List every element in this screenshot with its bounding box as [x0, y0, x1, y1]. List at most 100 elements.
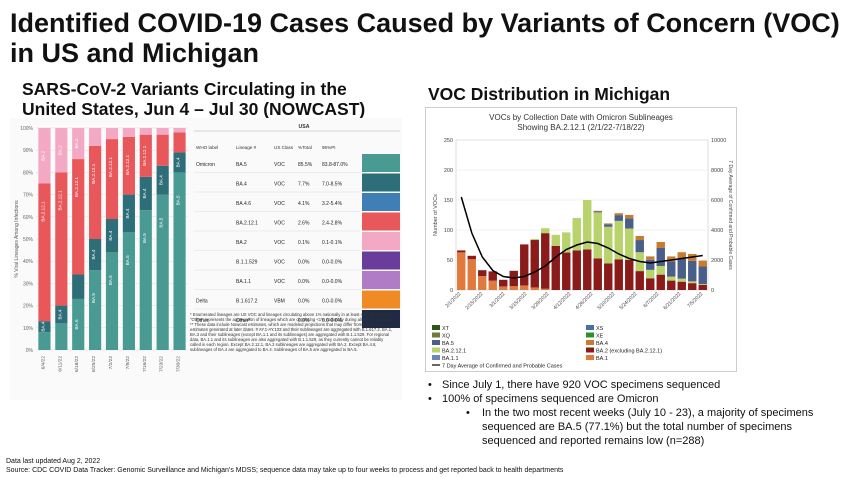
- y-tick-label: 150: [444, 198, 453, 204]
- x-tick-label: 7/16/22: [142, 356, 148, 372]
- table-cell-lineage: B.1.1.529: [236, 259, 258, 265]
- table-header: Lineage #: [236, 145, 257, 150]
- bar-segment-BA-5: [105, 252, 119, 350]
- bar-segment-BA-4: [89, 239, 102, 271]
- legend-swatch: [432, 332, 440, 338]
- bar-label: BA.5: [142, 233, 147, 243]
- y-tick-label: 90%: [23, 148, 34, 154]
- x-tick-label: 7/2/22: [108, 356, 114, 370]
- voc-bar-segment: [656, 274, 665, 290]
- bar-segment-BA-5: [55, 323, 68, 350]
- sub-bullet: In the two most recent weeks (July 10 - …: [420, 406, 840, 448]
- michigan-voc-chart: VOCs by Collection Date with Omicron Sub…: [432, 113, 733, 369]
- bar-label: BA.2.12.1: [142, 145, 147, 166]
- y-tick-label: 80%: [23, 170, 34, 176]
- voc-bar-segment: [688, 281, 697, 284]
- table-cell-pi: 83.8-87.0%: [322, 162, 348, 168]
- voc-bar-segment: [698, 260, 707, 267]
- table-cell-pi: 0.0-0.0%: [322, 279, 343, 285]
- table-cell-total: 2.6%: [298, 220, 310, 226]
- bar-label: BA.4: [176, 157, 181, 167]
- x-tick-label: 4/26/2022: [574, 291, 594, 311]
- bar-segment-BA-4: [139, 176, 152, 211]
- voc-bar-segment: [467, 259, 476, 290]
- voc-bar-segment: [656, 266, 665, 275]
- legend-swatch: [586, 340, 594, 345]
- legend-swatch: [586, 355, 594, 360]
- y2-tick-label: 6000: [711, 198, 723, 204]
- bar-segment-BA-4: [55, 305, 68, 324]
- legend-swatch: [586, 332, 594, 338]
- voc-bar-segment: [635, 236, 644, 241]
- voc-bar-segment: [614, 220, 623, 260]
- table-cell-class: VOC: [274, 162, 285, 168]
- y-tick-label: 250: [444, 138, 453, 144]
- y-tick-label: 60%: [23, 215, 34, 221]
- voc-bar-segment: [457, 250, 466, 253]
- voc-bar-segment: [667, 276, 676, 281]
- us-section-title: SARS-CoV-2 Variants Circulating in the U…: [22, 79, 366, 119]
- voc-bar-segment: [530, 287, 539, 290]
- x-tick-label: 6/25/22: [91, 356, 97, 372]
- table-cell-class: VOC: [274, 240, 285, 246]
- voc-bar-segment: [593, 212, 602, 259]
- voc-bar-segment: [646, 256, 655, 260]
- table-cell-lineage: B.1.617.2: [236, 298, 258, 304]
- voc-bar-segment: [541, 228, 550, 234]
- voc-bar-segment: [677, 258, 686, 279]
- y-tick-label: 100%: [20, 126, 33, 132]
- table-header: WHO label: [196, 145, 218, 150]
- bar-segment-BA-2-12-1: [89, 145, 102, 239]
- bar-label: BA.2: [57, 145, 62, 155]
- voc-bar-segment: [583, 200, 592, 250]
- voc-bar-segment: [488, 271, 497, 281]
- table-cell-class: VOC: [274, 201, 285, 207]
- bar-segment-BA-2: [89, 128, 102, 146]
- y-tick-label: 200: [444, 168, 453, 174]
- table-cell-total: 0.0%: [298, 279, 310, 285]
- voc-bar-segment: [677, 252, 686, 259]
- voc-bar-segment: [677, 281, 686, 290]
- legend-label: BA.2 (excluding BA.2.12.1): [596, 348, 662, 354]
- bar-segment-BA-2: [173, 128, 186, 133]
- y-tick-label: 50%: [23, 237, 34, 243]
- case-average-line: [460, 196, 703, 279]
- voc-bar-segment: [646, 269, 655, 279]
- bar-label: BA.5: [125, 255, 130, 265]
- voc-bar-segment: [520, 244, 529, 286]
- lineage-color-swatch: [362, 154, 400, 172]
- table-cell-class: VOC: [274, 259, 285, 265]
- table-cell-total: 85.5%: [298, 162, 313, 168]
- y2-tick-label: 0: [711, 288, 714, 294]
- bar-label: BA.2.12.1: [40, 201, 45, 222]
- x-tick-label: 7/23/22: [159, 356, 165, 372]
- voc-bar-segment: [604, 226, 613, 264]
- bar-segment-BA-4: [122, 194, 135, 233]
- bar-segment-BA-4: [173, 152, 186, 173]
- legend-label: BA.1.1: [442, 356, 459, 362]
- voc-bar-segment: [625, 228, 634, 260]
- voc-bar-segment: [593, 211, 602, 213]
- michigan-panel: VOCs by Collection Date with Omicron Sub…: [425, 107, 737, 372]
- voc-bar-segment: [667, 256, 676, 262]
- bar-label: BA.2.12.1: [108, 157, 113, 178]
- table-cell-lineage: BA.2: [236, 240, 247, 246]
- x-tick-label: 3/1/2022: [488, 291, 506, 309]
- table-header: %Total: [298, 145, 312, 150]
- x-tick-label: 4/12/2022: [552, 291, 572, 311]
- legend-label: XE: [596, 333, 604, 339]
- x-tick-label: 7/5/2022: [686, 291, 704, 309]
- bar-label: BA.4: [159, 175, 164, 185]
- x-tick-label: 7/9/22: [125, 356, 131, 370]
- table-cell-total: 4.1%: [298, 201, 310, 207]
- x-tick-label: 2/15/2022: [464, 291, 484, 311]
- voc-bar-segment: [604, 223, 613, 225]
- x-tick-label: 6/21/2022: [662, 291, 682, 311]
- lineage-color-swatch: [362, 251, 400, 270]
- x-tick-label: 6/7/2022: [642, 291, 660, 309]
- voc-bar-segment: [593, 258, 602, 290]
- voc-bar-segment: [572, 250, 581, 290]
- x-tick-label: 2/1/2022: [444, 291, 462, 309]
- lineage-color-swatch: [362, 173, 400, 192]
- bar-label: BA.5: [159, 217, 164, 227]
